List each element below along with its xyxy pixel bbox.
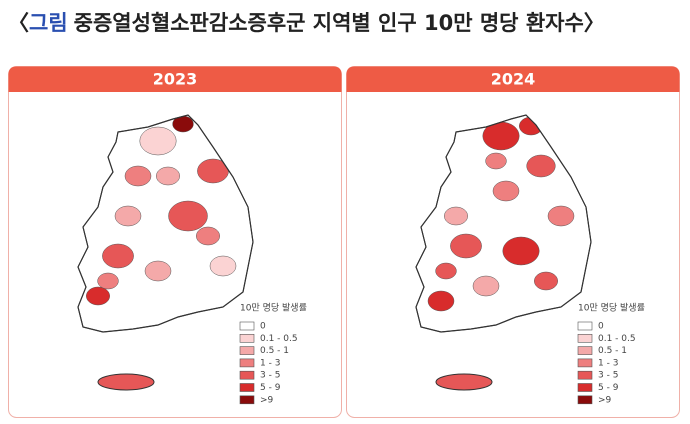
legend-label: 5 - 9 (260, 383, 281, 393)
region (450, 233, 482, 259)
legend-label: 0.5 - 1 (598, 346, 627, 356)
jeju (435, 373, 493, 391)
legend-swatch (577, 358, 593, 368)
region (492, 180, 520, 202)
legend-label: 5 - 9 (598, 383, 619, 393)
legend-swatch (239, 346, 255, 355)
region (196, 226, 220, 246)
legend-swatch (577, 370, 593, 380)
legend-swatch (577, 395, 593, 405)
mainland-border (77, 114, 254, 333)
panel-header (8, 66, 342, 92)
legend-label: 0 (260, 322, 266, 332)
region (485, 152, 507, 170)
legend-label: 0.1 - 0.5 (260, 334, 298, 344)
panel-year: 2024 (491, 70, 536, 89)
legend-swatch (239, 370, 255, 380)
region (97, 272, 119, 290)
jeju (97, 373, 155, 391)
legend-swatch (577, 333, 593, 343)
region (526, 154, 556, 178)
legend-swatch (239, 333, 255, 343)
legend-title: 10만 명당 발생률 (240, 303, 307, 314)
legend-swatch (577, 346, 593, 355)
legend-label: 3 - 5 (260, 371, 280, 381)
region (444, 206, 468, 226)
region (547, 205, 575, 227)
legend-label: >9 (260, 395, 274, 405)
legend-swatch (239, 383, 255, 392)
region (124, 165, 152, 187)
region (502, 236, 540, 266)
legend-swatch (239, 395, 255, 405)
region (435, 262, 457, 280)
region (156, 166, 180, 186)
region (102, 243, 134, 269)
region (114, 205, 142, 227)
region (534, 271, 558, 291)
region (139, 126, 177, 156)
region (472, 275, 500, 297)
map-panel: 2023 10만 명당 발생률 0 0.1 - 0.5 0.5 - 1 1 - 3 3 - … (8, 66, 342, 418)
legend-swatch (239, 358, 255, 368)
panel-header (346, 66, 680, 92)
legend-label: 1 - 3 (598, 358, 618, 368)
legend-label: 0.5 - 1 (260, 346, 289, 356)
map-panel: 2024 10만 명당 발생률 0 0.1 - 0.5 0.5 - 1 1 - 3 3 - … (346, 66, 680, 418)
regions (86, 115, 237, 306)
region (144, 260, 172, 282)
legend-label: 1 - 3 (260, 358, 280, 368)
legend-label: >9 (598, 395, 612, 405)
region (427, 290, 455, 312)
regions (427, 116, 575, 312)
mainland-border (415, 114, 592, 333)
legend-swatch (239, 321, 255, 331)
region (86, 286, 110, 306)
panel-year: 2023 (153, 70, 198, 89)
legend-title: 10만 명당 발생률 (578, 303, 645, 314)
legend-label: 0 (598, 322, 604, 332)
legend-label: 3 - 5 (598, 371, 618, 381)
legend-swatch (577, 383, 593, 392)
region (168, 200, 208, 232)
region (209, 255, 237, 277)
figure-title: 〈그림 중증열성혈소판감소증후군 지역별 인구 10만 명당 환자수〉 (8, 11, 605, 35)
legend-swatch (577, 321, 593, 331)
legend-label: 0.1 - 0.5 (598, 334, 636, 344)
